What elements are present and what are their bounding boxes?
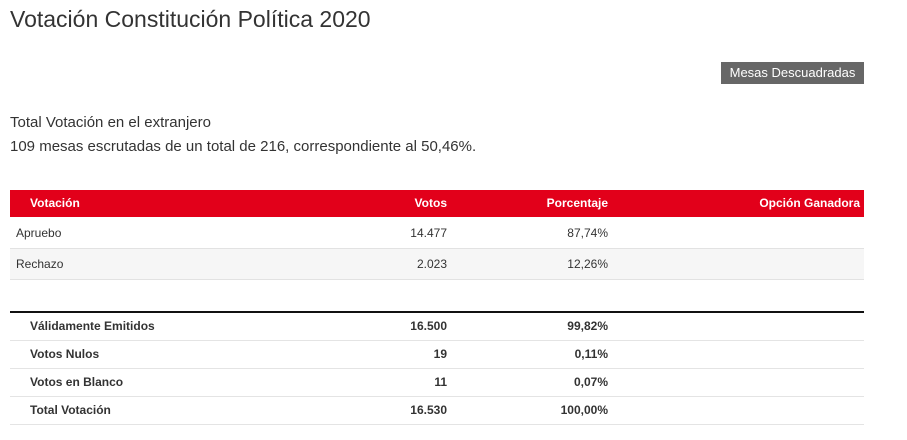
table-cell: Votos en Blanco — [30, 375, 124, 389]
table-cell: 87,74% — [567, 226, 608, 240]
table-cell: 0,07% — [573, 375, 608, 389]
table-cell: 100,00% — [560, 403, 608, 417]
totals-row: Votos en Blanco 11 0,07% — [10, 369, 864, 397]
column-header: Votos — [414, 196, 447, 210]
table-cell: 16.530 — [410, 403, 447, 417]
table-cell: 14.477 — [410, 226, 447, 240]
divider — [10, 311, 864, 313]
totals-row: Total Votación 16.530 100,00% — [10, 397, 864, 425]
table-cell: Válidamente Emitidos — [30, 319, 155, 333]
info-line: 109 mesas escrutadas de un total de 216,… — [10, 138, 477, 155]
table-cell: 19 — [433, 347, 447, 361]
table-cell: 16.500 — [410, 319, 447, 333]
table-cell: Votos Nulos — [30, 347, 100, 361]
table-cell: Rechazo — [16, 257, 64, 271]
column-header: Votación — [30, 196, 80, 210]
info-line: Total Votación en el extranjero — [10, 114, 211, 131]
table-cell: 2.023 — [416, 257, 447, 271]
page-title: Votación Constitución Política 2020 — [10, 6, 371, 32]
table-header: Votación Votos Porcentaje Opción Ganador… — [10, 190, 864, 217]
table-cell: 99,82% — [567, 319, 608, 333]
column-header: Opción Ganadora — [759, 196, 860, 210]
totals-row: Válidamente Emitidos 16.500 99,82% — [10, 313, 864, 341]
table-row: Rechazo 2.023 12,26% — [10, 249, 864, 280]
table-row: Apruebo 14.477 87,74% — [10, 218, 864, 249]
mesas-button[interactable]: Mesas Descuadradas — [721, 62, 864, 84]
totals-row: Votos Nulos 19 0,11% — [10, 341, 864, 369]
table-cell: 12,26% — [567, 257, 608, 271]
column-header: Porcentaje — [546, 196, 608, 210]
table-cell: 11 — [434, 375, 447, 389]
table-cell: Apruebo — [16, 226, 62, 240]
table-cell: Total Votación — [30, 403, 111, 417]
table-cell: 0,11% — [574, 347, 608, 361]
